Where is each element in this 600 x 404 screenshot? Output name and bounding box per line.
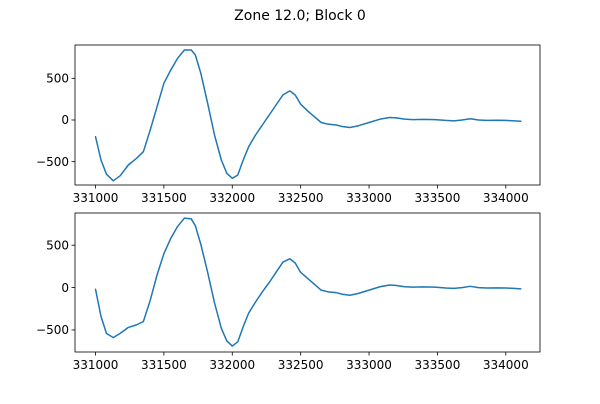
axes-frame-1	[74, 212, 541, 353]
y-tick-label-1-0: 0	[61, 281, 69, 295]
x-tick-label-0-331000: 331000	[73, 191, 119, 205]
x-tick-label-1-334000: 334000	[483, 358, 529, 372]
x-tick-label-0-331500: 331500	[141, 191, 187, 205]
x-tick-label-1-333000: 333000	[346, 358, 392, 372]
y-tick-label-0-500: 500	[46, 72, 69, 86]
figure-title: Zone 12.0; Block 0	[234, 8, 366, 24]
x-tick-label-1-331500: 331500	[141, 358, 187, 372]
x-tick-label-0-332500: 332500	[278, 191, 324, 205]
y-tick-label-0-0: 0	[61, 113, 69, 127]
subplot-bottom: 331000 331500 332000 332500 333000 333500 3340…	[36, 212, 541, 372]
y-tick-label-1-500: 500	[46, 238, 69, 252]
axes-frame-0	[74, 44, 541, 186]
series-line-0-0	[94, 49, 522, 182]
x-tick-label-1-332500: 332500	[278, 358, 324, 372]
x-tick-label-1-332000: 332000	[209, 358, 255, 372]
y-tick-label-0--500: −500	[36, 155, 69, 169]
subplot-top: 331000 331500 332000 332500 333000 333500 3340…	[36, 44, 541, 205]
x-tick-label-0-334000: 334000	[483, 191, 529, 205]
x-tick-label-1-333500: 333500	[415, 358, 461, 372]
series-line-1-0	[94, 217, 522, 347]
x-tick-label-0-333000: 333000	[346, 191, 392, 205]
x-tick-label-1-331000: 331000	[73, 358, 119, 372]
x-tick-label-0-333500: 333500	[415, 191, 461, 205]
x-tick-label-0-332000: 332000	[209, 191, 255, 205]
y-tick-label-1--500: −500	[36, 323, 69, 337]
